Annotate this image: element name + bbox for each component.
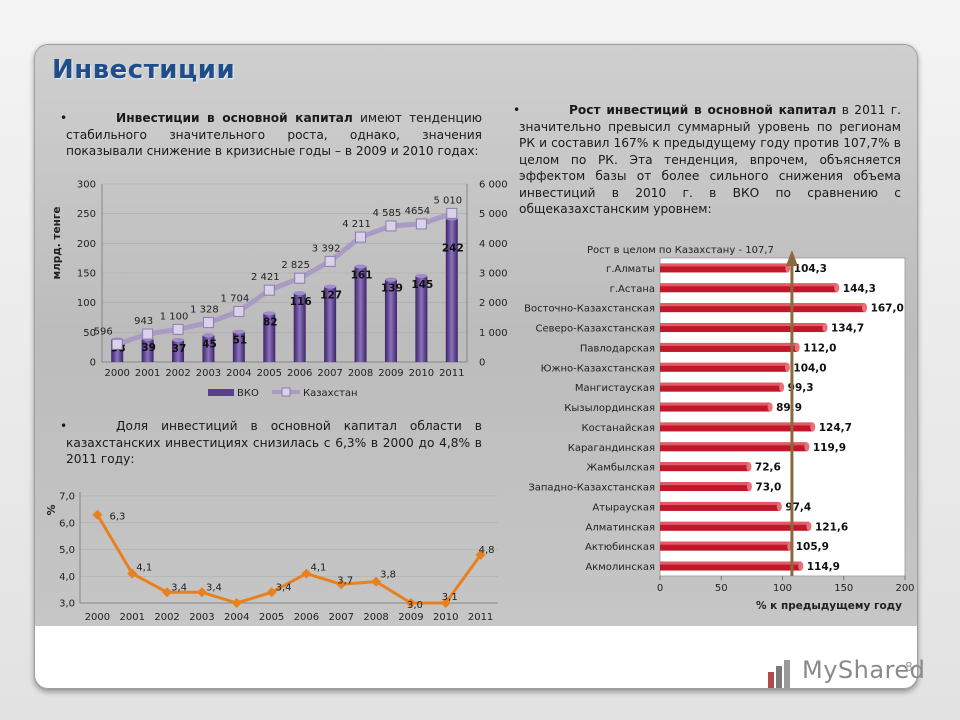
paragraph-share: • Доля инвестиций в основной капитал обл… <box>60 418 482 468</box>
paragraph-growth-text: в 2011 г. значительно превысил суммарный… <box>519 103 901 216</box>
paragraph-share-text: Доля инвестиций в основной капитал облас… <box>66 419 482 466</box>
paragraph-investments: • Инвестиции в основной капитал имеют те… <box>60 110 482 160</box>
paragraph-investments-bold: Инвестиции в основной капитал <box>116 111 353 125</box>
bullet: • <box>60 419 68 433</box>
slide-title: Инвестиции <box>52 55 236 85</box>
logo-bars-icon <box>768 660 790 688</box>
page-number: 8 <box>905 660 913 674</box>
paragraph-investments-text: имеют тенденцию стабильного значительног… <box>66 111 482 158</box>
logo-text: MyShared <box>802 656 926 684</box>
paragraph-growth-bold: Рост инвестиций в основной капитал <box>569 103 837 117</box>
bullet: • <box>513 103 521 117</box>
bullet: • <box>60 111 68 125</box>
myshared-logo: MyShared <box>766 656 926 688</box>
paragraph-growth: • Рост инвестиций в основной капитал в 2… <box>513 102 901 218</box>
